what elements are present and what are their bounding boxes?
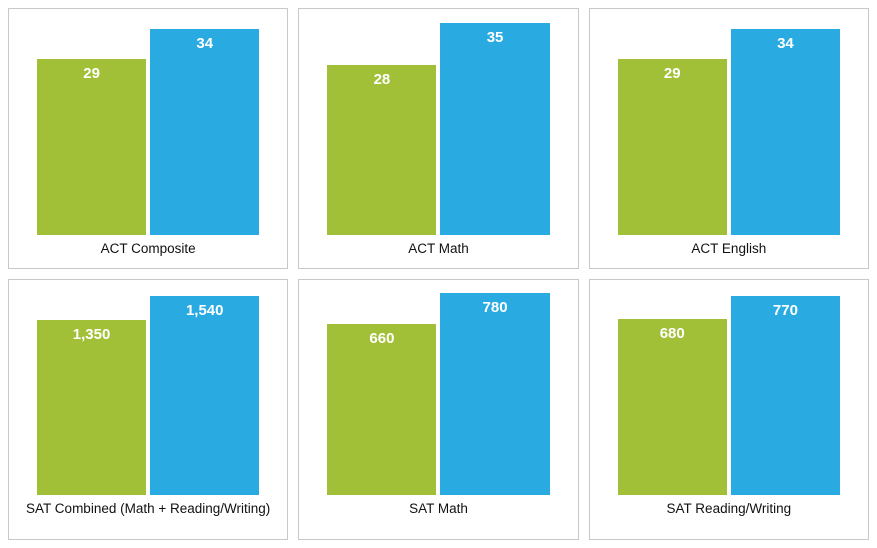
panel-act-english: 29 34 ACT English xyxy=(589,8,869,269)
bar-value: 29 xyxy=(618,65,727,82)
bar-value: 780 xyxy=(440,299,549,316)
bar-high: 780 xyxy=(440,293,549,495)
panel-caption: SAT Reading/Writing xyxy=(590,495,868,539)
bar-high: 34 xyxy=(731,29,840,235)
bar-high: 770 xyxy=(731,296,840,495)
bar-low: 29 xyxy=(37,59,146,235)
panel-caption: ACT Composite xyxy=(9,235,287,268)
panel-sat-rw: 680 770 SAT Reading/Writing xyxy=(589,279,869,540)
chart-area: 29 34 xyxy=(590,9,868,235)
panel-caption: ACT Math xyxy=(299,235,577,268)
panel-caption: SAT Math xyxy=(299,495,577,539)
panel-sat-combined: 1,350 1,540 SAT Combined (Math + Reading… xyxy=(8,279,288,540)
bar-value: 770 xyxy=(731,302,840,319)
chart-area: 660 780 xyxy=(299,280,577,495)
panel-sat-math: 660 780 SAT Math xyxy=(298,279,578,540)
bar-value: 680 xyxy=(618,325,727,342)
bar-high: 1,540 xyxy=(150,296,259,495)
bar-value: 1,350 xyxy=(37,326,146,343)
bar-value: 34 xyxy=(150,35,259,52)
bar-value: 1,540 xyxy=(150,302,259,319)
bar-value: 34 xyxy=(731,35,840,52)
bar-high: 34 xyxy=(150,29,259,235)
chart-area: 1,350 1,540 xyxy=(9,280,287,495)
bar-value: 35 xyxy=(440,29,549,46)
bar-low: 28 xyxy=(327,65,436,235)
bar-low: 680 xyxy=(618,319,727,495)
chart-area: 28 35 xyxy=(299,9,577,235)
panel-caption: ACT English xyxy=(590,235,868,268)
bar-low: 29 xyxy=(618,59,727,235)
bar-value: 660 xyxy=(327,330,436,347)
bar-value: 28 xyxy=(327,71,436,88)
panel-act-composite: 29 34 ACT Composite xyxy=(8,8,288,269)
chart-area: 680 770 xyxy=(590,280,868,495)
bar-low: 1,350 xyxy=(37,320,146,495)
panel-caption: SAT Combined (Math + Reading/Writing) xyxy=(9,495,287,539)
chart-area: 29 34 xyxy=(9,9,287,235)
chart-grid: 29 34 ACT Composite 28 35 ACT Math 29 34 xyxy=(0,0,877,548)
bar-value: 29 xyxy=(37,65,146,82)
bar-low: 660 xyxy=(327,324,436,495)
panel-act-math: 28 35 ACT Math xyxy=(298,8,578,269)
bar-high: 35 xyxy=(440,23,549,235)
